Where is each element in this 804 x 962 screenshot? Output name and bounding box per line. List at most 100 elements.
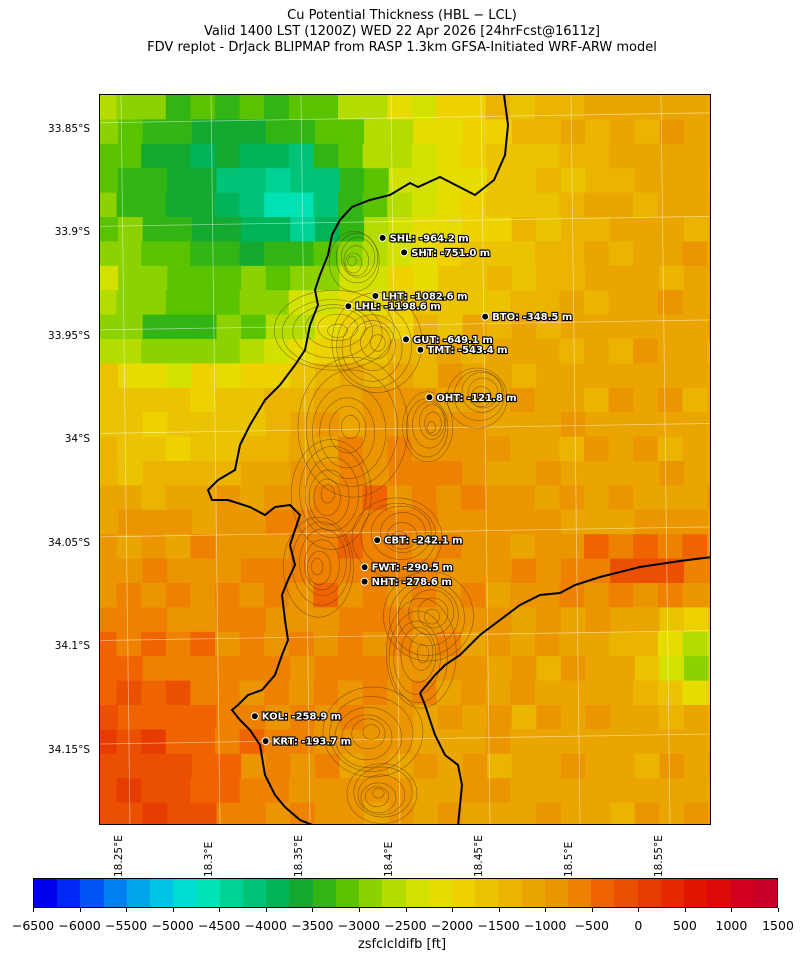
station-marker-lhl[interactable] (344, 302, 353, 311)
boundary-path (419, 556, 710, 694)
terrain-contour (349, 320, 396, 371)
latitude-tick-label: 33.9°S (54, 226, 90, 239)
field-cell (707, 95, 710, 120)
field-cell (387, 241, 413, 267)
map-panel[interactable]: SHL: -964.2 m SHT: -751.0 m LHT: -1082.6 m… (99, 94, 711, 825)
field-cell (265, 265, 291, 291)
field-cell (511, 656, 537, 682)
station-marker-gut[interactable] (402, 335, 410, 344)
colorbar-tick-label: −1500 (477, 918, 520, 933)
field-cell (100, 387, 118, 413)
field-cell (633, 290, 659, 316)
field-cell (682, 485, 708, 511)
field-cell (585, 119, 611, 145)
colorbar-segment (568, 879, 592, 907)
colorbar (33, 878, 778, 908)
field-cell (534, 680, 560, 706)
field-cell (510, 290, 536, 316)
station-marker-oht[interactable] (425, 393, 434, 402)
map-canvas[interactable]: SHL: -964.2 m SHT: -751.0 m LHT: -1082.6 m… (100, 95, 711, 825)
field-cell (634, 119, 660, 145)
field-cell (634, 607, 660, 633)
field-cell (239, 143, 265, 169)
colorbar-tickmark (172, 908, 174, 912)
field-cell (314, 119, 341, 145)
field-cell (608, 583, 634, 608)
field-cell (585, 753, 611, 779)
colorbar-segment (614, 879, 638, 907)
field-cell (608, 485, 634, 511)
field-cell (290, 753, 316, 779)
field-cell (215, 778, 241, 804)
field-cell (116, 143, 142, 169)
colorbar-tickmark (358, 908, 360, 912)
field-cell (141, 485, 167, 511)
field-cell (707, 387, 710, 413)
field-cell (707, 583, 710, 608)
field-cell (364, 119, 390, 145)
terrain-contour (308, 469, 350, 526)
field-cell (313, 631, 339, 657)
field-cell (165, 192, 191, 218)
field-cell (683, 656, 710, 682)
field-cell (288, 680, 314, 706)
terrain-contour (424, 411, 442, 436)
station-marker-lht[interactable] (371, 291, 380, 300)
field-cell (510, 436, 536, 462)
field-cell (536, 314, 562, 340)
colorbar-tick-label: −4500 (198, 918, 241, 933)
field-cell (657, 241, 683, 267)
field-cell (239, 534, 265, 560)
station-label-tmt: TMT: -543.4 m (427, 345, 507, 356)
field-cell (536, 217, 562, 242)
station-marker-krt[interactable] (261, 737, 270, 746)
field-cell (585, 314, 611, 340)
field-cell (362, 583, 388, 608)
field-cell (413, 363, 439, 389)
station-marker-cbt[interactable] (373, 536, 382, 545)
field-cell (364, 509, 390, 535)
terrain-contour (328, 231, 380, 292)
field-cell (657, 778, 683, 804)
field-cell (585, 168, 611, 194)
field-cell (534, 778, 560, 804)
field-cell (683, 217, 710, 242)
field-cell (511, 509, 537, 535)
field-cell (100, 339, 118, 364)
terrain-contour (470, 386, 492, 407)
field-cell (190, 192, 216, 218)
terrain-contour (383, 570, 474, 662)
field-cell (536, 656, 562, 682)
field-cell (437, 217, 464, 242)
field-cell (659, 363, 685, 389)
station-marker-bto[interactable] (481, 312, 490, 321)
station-marker-kol[interactable] (250, 712, 259, 721)
terrain-contour (362, 724, 380, 740)
field-cell (510, 143, 536, 169)
station-marker-shl[interactable] (378, 233, 387, 242)
field-cell (436, 583, 462, 608)
field-cell (708, 363, 710, 389)
field-cell (511, 607, 537, 633)
terrain-contour (416, 644, 430, 664)
station-marker-tmt[interactable] (416, 345, 425, 354)
station-marker-sht[interactable] (400, 248, 409, 257)
field-cell (142, 705, 168, 730)
field-cell (659, 656, 685, 682)
station-marker-fwt[interactable] (360, 563, 369, 572)
field-cell (559, 436, 585, 462)
station-marker-nht[interactable] (360, 577, 369, 586)
field-cell (682, 436, 708, 462)
field-cell (339, 168, 365, 194)
field-cell (610, 656, 636, 682)
field-cell (290, 802, 316, 824)
colorbar-tick-label: −3000 (337, 918, 381, 933)
field-cell (165, 778, 191, 804)
field-cell (461, 339, 487, 364)
colorbar-segment (475, 879, 499, 907)
field-cell (708, 168, 710, 194)
field-cell (682, 583, 708, 608)
field-cell (708, 802, 710, 824)
field-cell (487, 217, 513, 242)
field-cell (118, 363, 144, 389)
